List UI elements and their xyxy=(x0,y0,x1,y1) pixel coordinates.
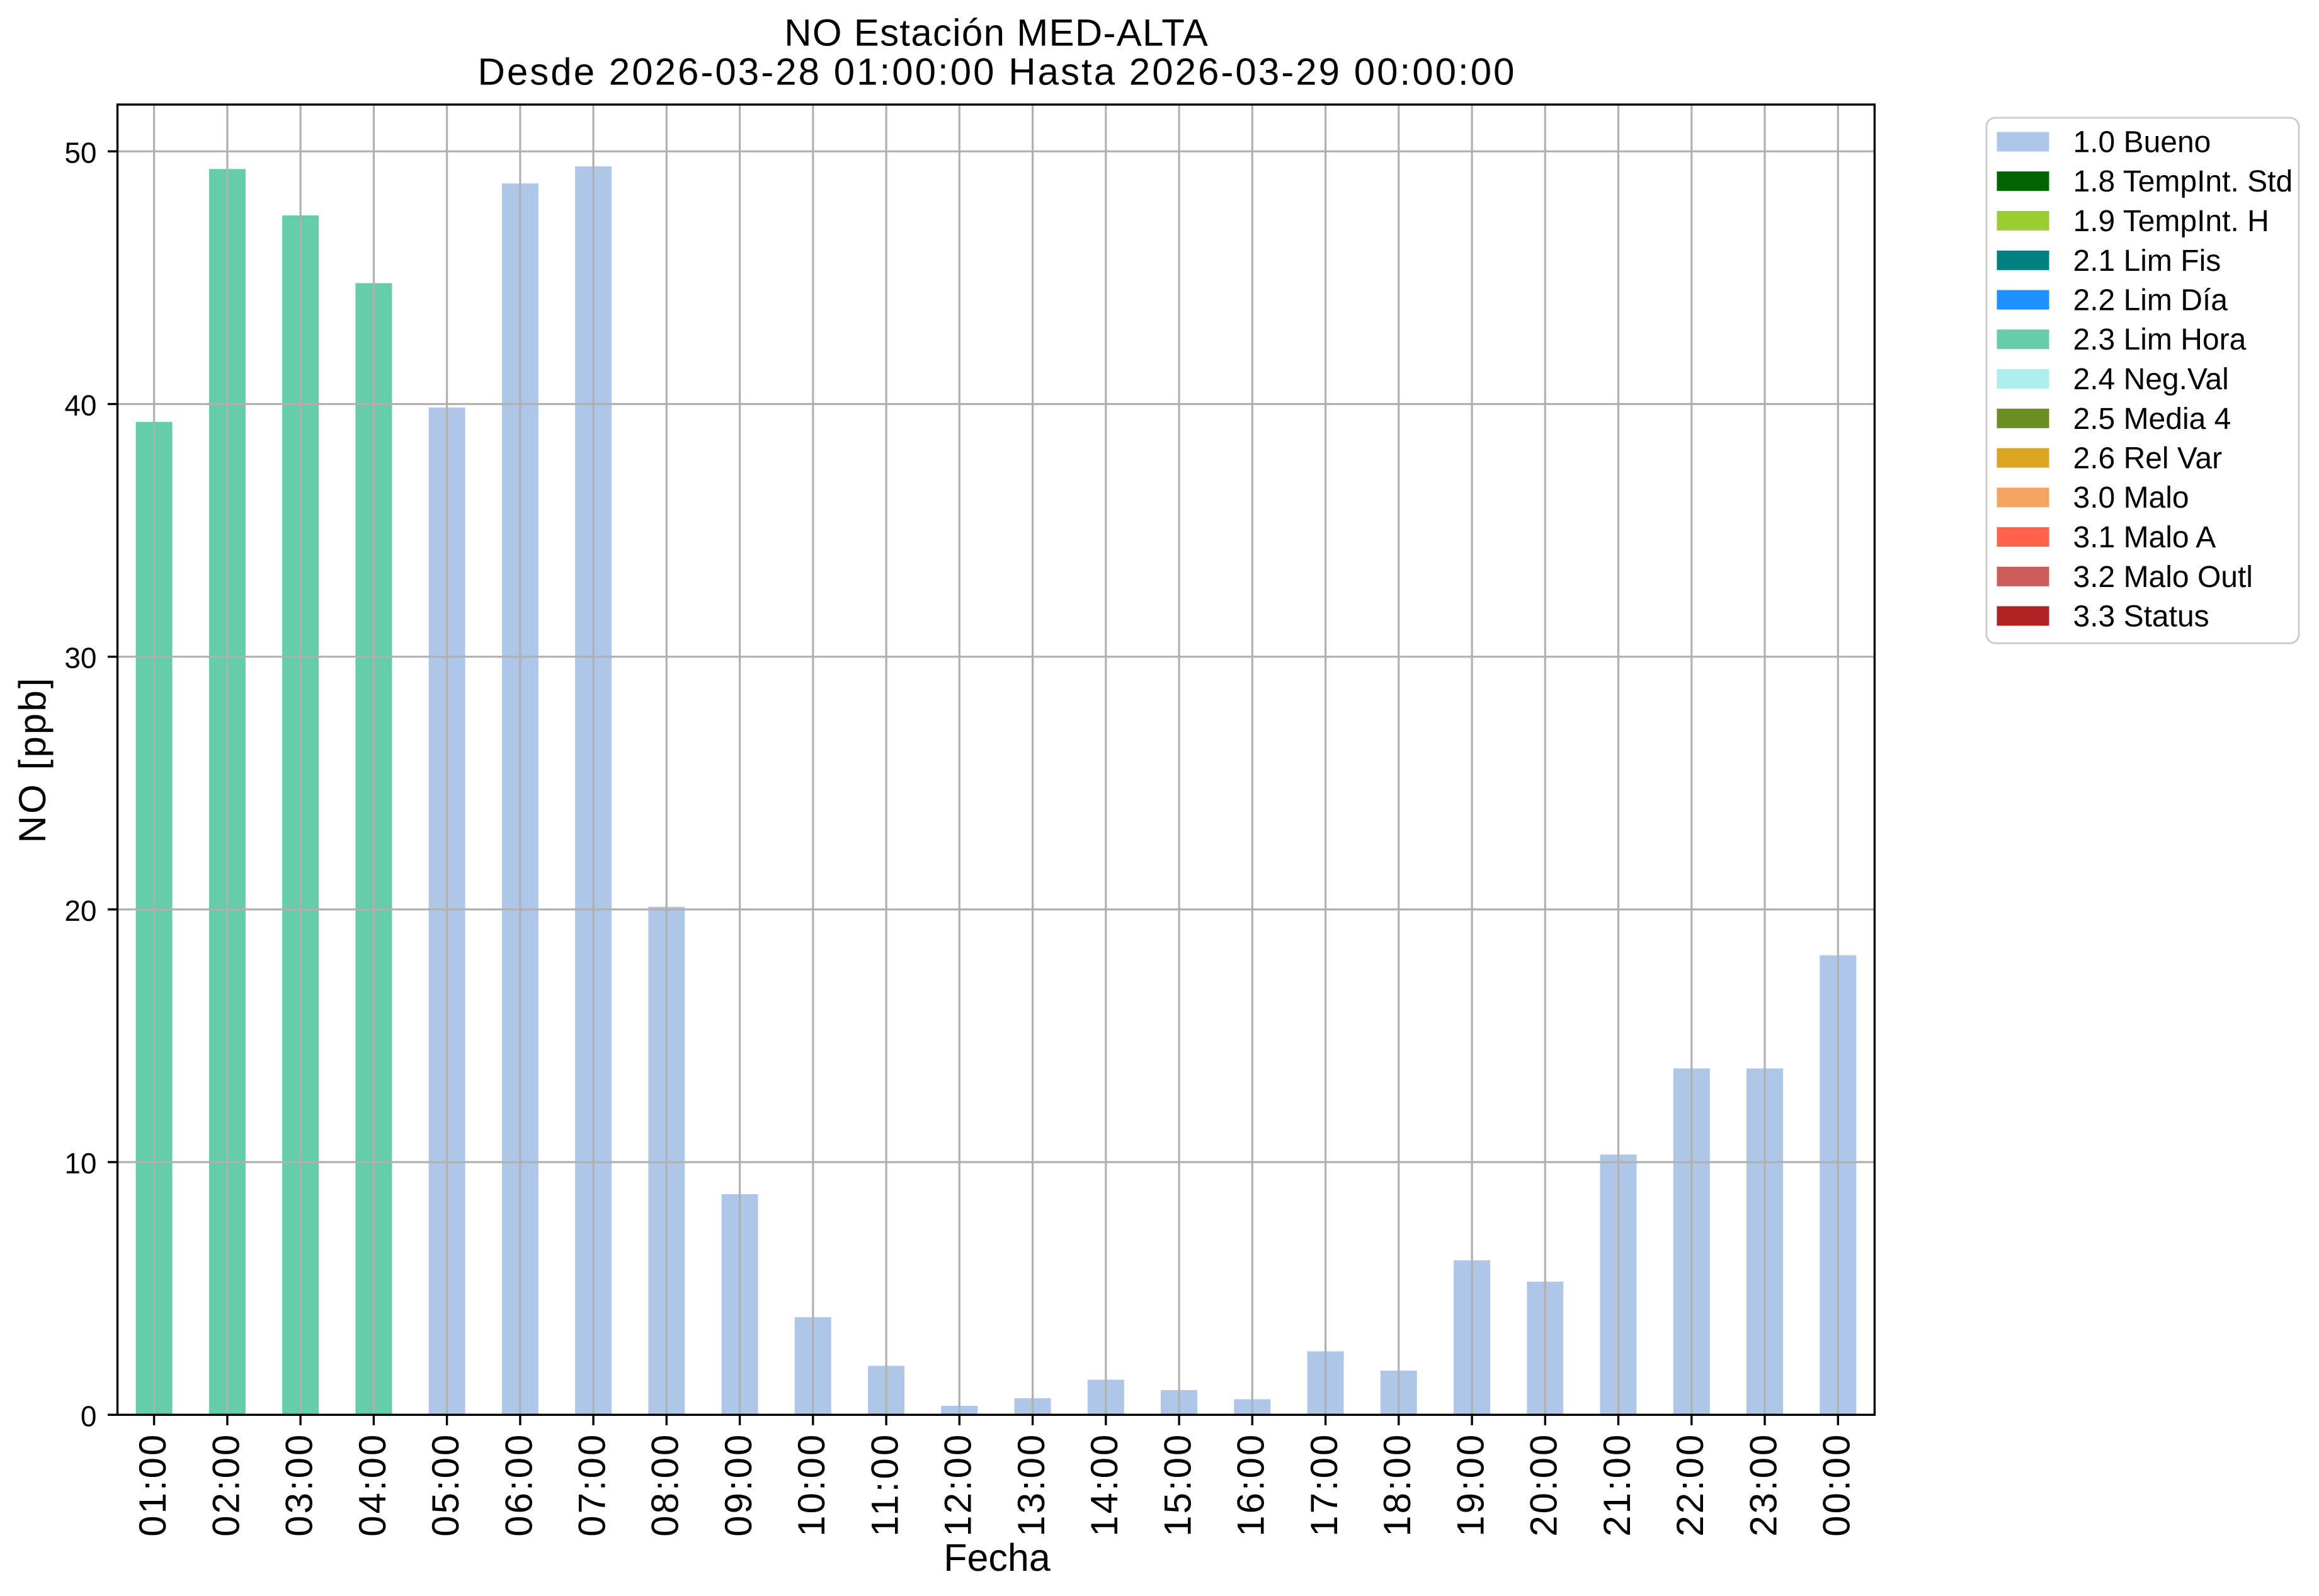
svg-text:19:00: 19:00 xyxy=(1450,1435,1492,1537)
svg-text:22:00: 22:00 xyxy=(1669,1435,1711,1537)
svg-text:07:00: 07:00 xyxy=(571,1435,613,1537)
svg-text:0: 0 xyxy=(81,1399,97,1432)
svg-text:50: 50 xyxy=(64,136,96,169)
svg-text:04:00: 04:00 xyxy=(351,1435,394,1537)
svg-text:23:00: 23:00 xyxy=(1742,1435,1784,1537)
svg-text:3.3 Status: 3.3 Status xyxy=(2073,600,2209,634)
svg-text:3.1 Malo A: 3.1 Malo A xyxy=(2073,521,2216,554)
svg-text:1.9 TempInt. H: 1.9 TempInt. H xyxy=(2073,205,2269,238)
svg-text:3.2 Malo Outl: 3.2 Malo Outl xyxy=(2073,561,2253,594)
svg-text:20: 20 xyxy=(64,894,96,927)
svg-text:01:00: 01:00 xyxy=(132,1435,174,1537)
svg-text:11:00: 11:00 xyxy=(864,1435,906,1537)
svg-text:1.8 TempInt. Std: 1.8 TempInt. Std xyxy=(2073,165,2293,198)
svg-text:2.5 Media 4: 2.5 Media 4 xyxy=(2073,402,2231,436)
svg-text:2.1 Lim Fis: 2.1 Lim Fis xyxy=(2073,244,2221,278)
svg-text:16:00: 16:00 xyxy=(1230,1435,1272,1537)
svg-text:40: 40 xyxy=(64,389,96,422)
svg-text:14:00: 14:00 xyxy=(1083,1435,1125,1537)
svg-text:03:00: 03:00 xyxy=(278,1435,321,1537)
svg-text:10:00: 10:00 xyxy=(790,1435,833,1537)
svg-text:2.3 Lim Hora: 2.3 Lim Hora xyxy=(2073,323,2247,356)
svg-text:2.2 Lim Día: 2.2 Lim Día xyxy=(2073,284,2228,317)
svg-text:00:00: 00:00 xyxy=(1816,1435,1858,1537)
svg-text:05:00: 05:00 xyxy=(424,1435,467,1537)
svg-text:Desde 2026-03-28 01:00:00 Hast: Desde 2026-03-28 01:00:00 Hasta 2026-03-… xyxy=(478,51,1515,93)
svg-text:06:00: 06:00 xyxy=(498,1435,540,1537)
svg-text:NO Estación MED-ALTA: NO Estación MED-ALTA xyxy=(784,11,1208,54)
svg-text:21:00: 21:00 xyxy=(1596,1435,1638,1537)
svg-text:2.6 Rel Var: 2.6 Rel Var xyxy=(2073,442,2223,476)
svg-text:13:00: 13:00 xyxy=(1010,1435,1052,1537)
svg-text:09:00: 09:00 xyxy=(717,1435,760,1537)
svg-text:3.0 Malo: 3.0 Malo xyxy=(2073,481,2189,515)
svg-text:08:00: 08:00 xyxy=(644,1435,687,1537)
svg-text:20:00: 20:00 xyxy=(1523,1435,1565,1537)
svg-text:15:00: 15:00 xyxy=(1157,1435,1199,1537)
svg-text:17:00: 17:00 xyxy=(1303,1435,1345,1537)
svg-text:18:00: 18:00 xyxy=(1376,1435,1418,1537)
svg-text:NO [ppb]: NO [ppb] xyxy=(11,678,54,843)
svg-text:02:00: 02:00 xyxy=(205,1435,247,1537)
svg-text:1.0 Bueno: 1.0 Bueno xyxy=(2073,126,2211,159)
svg-text:Fecha: Fecha xyxy=(943,1536,1051,1579)
svg-text:12:00: 12:00 xyxy=(937,1435,979,1537)
svg-text:10: 10 xyxy=(64,1147,96,1180)
svg-text:30: 30 xyxy=(64,642,96,675)
svg-text:2.4 Neg.Val: 2.4 Neg.Val xyxy=(2073,363,2229,396)
